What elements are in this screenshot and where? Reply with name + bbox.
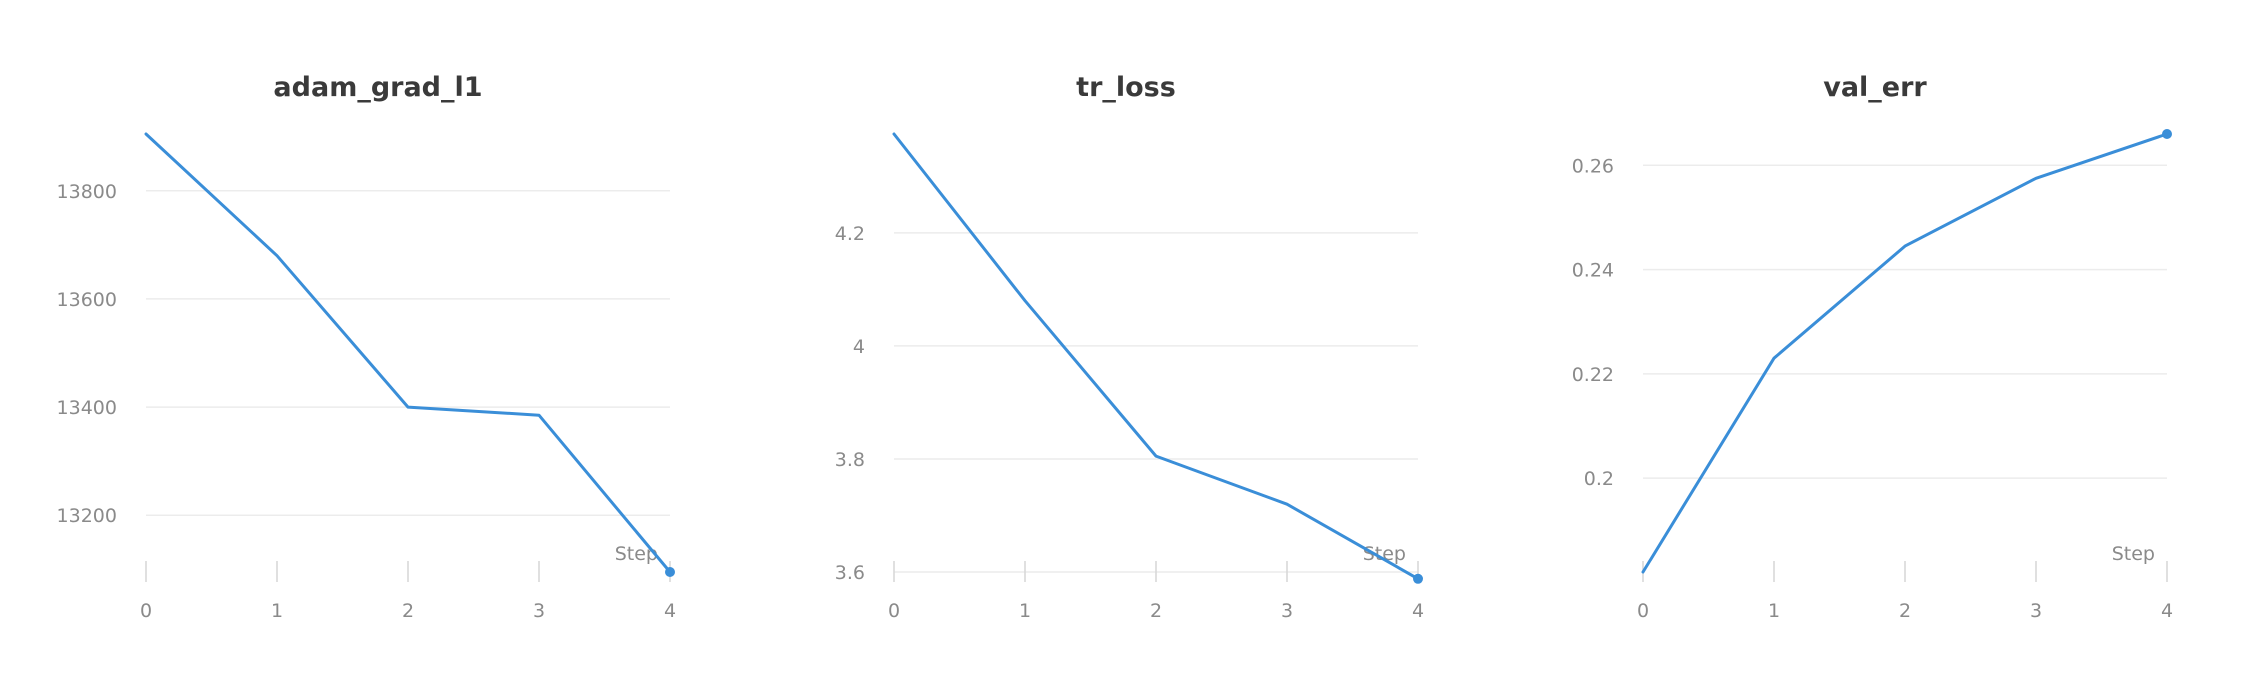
chart-2-series-line <box>892 132 1420 581</box>
chart-1-x-tick-label: 2 <box>402 600 414 622</box>
chart-3-x-tick-label: 2 <box>1899 600 1911 622</box>
chart-3-x-axis-label: Step <box>2112 543 2155 565</box>
chart-3-x-tick-label: 4 <box>2161 600 2173 622</box>
chart-3-y-tick-label: 0.22 <box>1572 364 1614 386</box>
chart-3-end-point <box>2162 129 2172 139</box>
chart-3-title: val_err <box>1823 72 1927 103</box>
chart-2-x-tick-label: 1 <box>1019 600 1031 622</box>
chart-1-y-tick-label: 13600 <box>57 289 117 311</box>
chart-2-x-axis-label: Step <box>1363 543 1406 565</box>
chart-1-x-tick-label: 3 <box>533 600 545 622</box>
chart-3-series-line <box>1641 132 2169 574</box>
chart-2-x-tick-label: 2 <box>1150 600 1162 622</box>
chart-1-title: adam_grad_l1 <box>273 72 482 103</box>
chart-2-end-point <box>1413 573 1423 584</box>
chart-3-y-tick-label: 0.24 <box>1572 260 1614 282</box>
chart-3-x-tick-label: 0 <box>1637 600 1649 622</box>
chart-3-y-tick-label: 0.2 <box>1584 468 1614 490</box>
chart-1-y-tick-label: 13400 <box>57 397 117 419</box>
chart-3-x-tick-label: 1 <box>1768 600 1780 622</box>
chart-2-y-tick-label: 3.6 <box>835 562 865 584</box>
chart-2-title: tr_loss <box>1076 72 1176 103</box>
chart-1-x-tick-label: 1 <box>271 600 283 622</box>
chart-2-y-tick-label: 4.2 <box>835 223 865 245</box>
chart-2-x-tick-label: 0 <box>888 600 900 622</box>
chart-1-end-point <box>665 567 675 577</box>
chart-1-x-tick-label: 0 <box>140 600 152 622</box>
chart-1-x-axis-label: Step <box>615 543 658 565</box>
chart-2-y-tick-label: 4 <box>853 336 865 358</box>
chart-1-y-tick-label: 13200 <box>57 505 117 527</box>
chart-2-y-tick-label: 3.8 <box>835 449 865 471</box>
chart-3-y-tick-label: 0.26 <box>1572 155 1614 177</box>
chart-2-x-tick-label: 4 <box>1412 600 1424 622</box>
chart-2-x-tick-label: 3 <box>1281 600 1293 622</box>
chart-3-x-tick-label: 3 <box>2030 600 2042 622</box>
chart-1-series-line <box>144 132 672 574</box>
chart-1-x-tick-label: 4 <box>664 600 676 622</box>
chart-1-y-tick-label: 13800 <box>57 181 117 203</box>
